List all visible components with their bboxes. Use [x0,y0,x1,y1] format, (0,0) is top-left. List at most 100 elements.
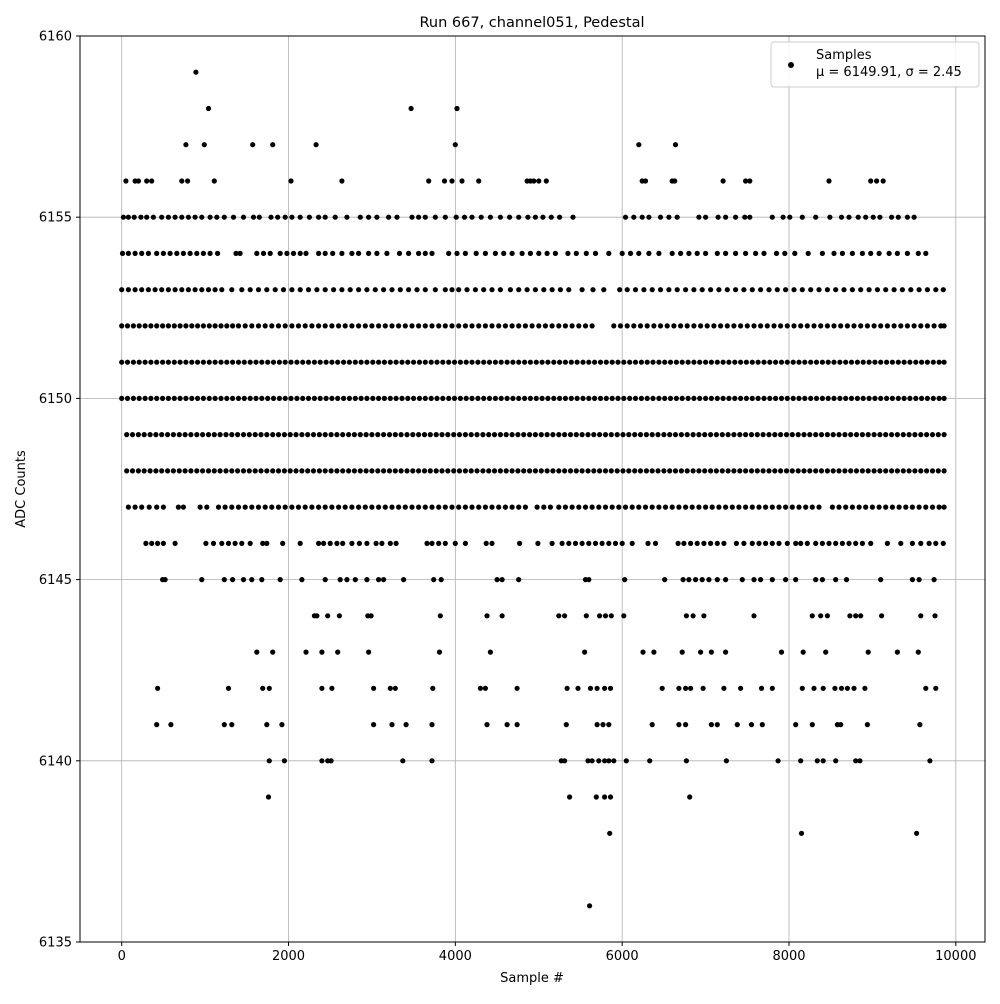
data-point [340,540,346,547]
data-point [294,359,300,365]
data-point [381,395,387,401]
data-point [853,468,860,474]
data-point [225,540,232,547]
data-point [416,214,422,220]
data-point [154,504,160,510]
data-point [159,214,165,220]
data-point [556,323,562,329]
data-point [522,359,528,365]
data-point [655,468,661,474]
data-point [775,758,781,764]
data-point [366,250,372,256]
data-point [545,395,551,401]
data-point [644,359,650,365]
data-point [889,504,896,510]
data-point [585,468,591,474]
x-tick-label: 6000 [606,949,639,964]
data-point [342,323,348,329]
data-point [270,142,276,148]
data-point [144,178,150,184]
data-point [550,432,556,438]
data-point [368,613,374,619]
data-point [772,432,778,438]
data-point [480,468,486,474]
data-point [129,468,136,474]
data-point [846,214,852,220]
data-point [396,504,402,510]
data-point [627,395,633,401]
data-point [858,287,864,293]
data-point [510,359,516,365]
data-point [150,214,156,220]
data-point [818,468,825,474]
data-point [381,287,387,293]
data-point [708,649,715,655]
data-point [299,468,305,474]
data-point [748,432,755,438]
data-point [330,250,336,256]
data-point [879,613,885,619]
data-point [708,359,715,365]
data-point [389,504,395,510]
data-point [235,323,242,329]
data-point [306,214,312,220]
data-point [755,395,761,401]
data-point [206,359,212,365]
data-point [679,649,685,655]
data-point [617,287,623,293]
data-point [667,432,673,438]
data-point [171,395,177,401]
data-point [614,468,620,474]
data-point [165,287,171,293]
data-point [382,504,388,510]
data-point [798,540,804,547]
data-point [662,395,668,401]
data-point [229,468,235,474]
data-point [586,395,592,401]
data-point [205,468,212,474]
data-point [339,250,345,256]
data-point [719,432,725,438]
data-point [451,468,457,474]
data-point [923,250,929,256]
data-point [240,468,247,474]
data-point [441,178,448,184]
data-point [145,287,151,293]
data-point [878,395,884,401]
data-point [913,395,919,401]
data-point [691,287,697,293]
data-point [275,323,282,329]
data-point [192,287,198,293]
data-point [392,432,398,438]
data-point [685,395,691,401]
data-point [566,287,572,293]
data-point [725,468,731,474]
data-point [369,323,375,329]
data-point [266,685,272,691]
data-point [297,214,303,220]
data-point [547,504,554,510]
data-point [483,540,489,547]
data-point [269,504,275,510]
data-point [675,540,681,547]
data-point [203,540,209,547]
data-point [848,468,854,474]
data-point [436,323,442,329]
data-point [911,323,917,329]
data-point [381,577,387,583]
data-point [290,250,297,256]
data-point [575,685,581,691]
data-point [293,432,299,438]
data-point [579,287,585,293]
axes-frame [79,35,986,943]
data-point [469,395,475,401]
data-point [760,468,766,474]
data-point [409,323,415,329]
data-point [416,504,422,510]
data-point [791,287,797,293]
data-point [669,250,675,256]
data-point [297,250,303,256]
data-point [672,142,679,148]
data-points [119,69,947,909]
data-point [914,830,920,836]
